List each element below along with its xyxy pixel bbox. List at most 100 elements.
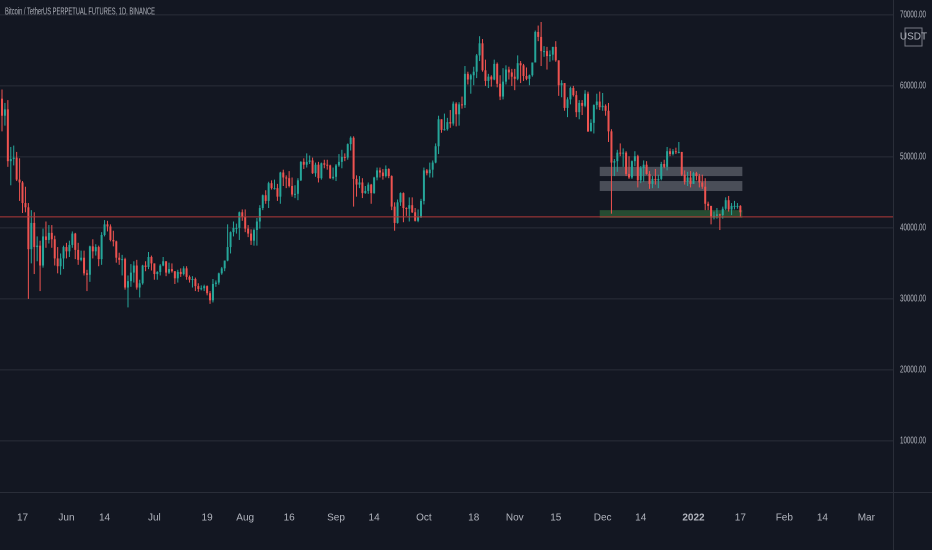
candle-body (496, 63, 499, 84)
candle-body (255, 221, 258, 231)
x-tick-label: 14 (99, 513, 111, 524)
candle-body (250, 233, 253, 241)
x-tick-label: 18 (468, 513, 480, 524)
candle-body (724, 200, 727, 209)
candle-body (431, 162, 434, 170)
candle-body (135, 265, 138, 288)
candle-body (461, 104, 464, 106)
candle-body (443, 129, 446, 131)
candle-body (156, 271, 159, 275)
candle-body (238, 212, 241, 228)
candle-body (294, 193, 296, 195)
candle-body (118, 257, 121, 260)
candle-body (343, 156, 346, 158)
candle-body (557, 60, 560, 86)
candle-body (598, 101, 601, 108)
candle-body (270, 183, 273, 189)
candle-body (387, 168, 390, 177)
candle-body (30, 222, 33, 250)
candle-body (39, 245, 42, 266)
candle-body (657, 178, 660, 181)
candle-body (548, 54, 551, 57)
candle-body (361, 182, 364, 194)
candle-body (604, 105, 607, 111)
candle-body (692, 173, 695, 184)
candle-body (390, 176, 393, 207)
candle-body (434, 146, 437, 163)
candle-body (578, 102, 581, 113)
candle-body (314, 164, 317, 174)
candle-body (458, 104, 461, 115)
candle-body (144, 265, 147, 267)
price-zone (599, 166, 743, 177)
candle-body (56, 258, 59, 267)
candle-body (42, 236, 45, 266)
candle-body (428, 169, 431, 174)
candle-body (531, 62, 534, 76)
candle-body (422, 170, 425, 201)
candle-body (405, 208, 408, 210)
candle-body (1, 98, 3, 116)
candle-body (346, 144, 349, 158)
x-tick-label: Jun (58, 513, 74, 524)
candle-body (613, 161, 616, 163)
candle-body (235, 227, 238, 229)
price-zone (599, 210, 743, 218)
candle-body (15, 157, 18, 180)
candle-body (396, 202, 399, 223)
x-tick-label: Feb (776, 513, 794, 524)
candle-body (291, 186, 294, 195)
candle-body (601, 105, 604, 108)
x-tick-label: Aug (236, 513, 254, 524)
candle-body (507, 69, 510, 73)
candle-body (296, 180, 299, 194)
candle-body (587, 93, 589, 132)
candle-body (12, 157, 15, 160)
candle-body (317, 164, 320, 179)
candle-body (326, 164, 329, 166)
candle-body (540, 36, 543, 52)
candle-body (680, 151, 683, 175)
candle-body (455, 103, 458, 115)
candle-body (211, 283, 214, 301)
candle-body (622, 152, 625, 154)
y-tick-label: 70000.00 (900, 10, 926, 21)
candle-body (689, 177, 692, 184)
candles (1, 22, 742, 308)
candle-body (258, 208, 261, 222)
candle-body (83, 257, 86, 274)
x-tick-label: Sep (327, 513, 345, 524)
candle-body (654, 178, 657, 181)
candle-body (176, 271, 179, 279)
candle-body (566, 99, 569, 108)
candle-body (727, 200, 730, 210)
candle-body (619, 152, 622, 154)
candle-body (276, 188, 279, 197)
candle-body (33, 222, 36, 248)
candle-body (299, 161, 302, 181)
candle-body (323, 163, 326, 165)
candle-body (592, 105, 595, 123)
candle-body (106, 224, 109, 227)
candle-body (179, 271, 182, 275)
candle-body (730, 205, 733, 210)
candle-body (241, 212, 244, 217)
candle-body (525, 75, 528, 79)
x-tick-label: 14 (817, 513, 829, 524)
candle-body (674, 151, 677, 153)
candle-body (660, 164, 663, 179)
candle-body (569, 88, 572, 100)
grid-layer (0, 14, 893, 442)
candle-body (516, 63, 519, 79)
x-tick-label: 15 (550, 513, 562, 524)
candle-body (364, 190, 367, 194)
candle-body (469, 75, 472, 80)
candle-body (109, 226, 112, 240)
candle-body (97, 247, 100, 260)
candle-body (129, 272, 132, 282)
x-tick-label: Jul (148, 513, 161, 524)
candle-body (71, 233, 74, 245)
candle-body (21, 182, 24, 204)
candle-body (399, 193, 402, 203)
candle-body (311, 160, 314, 174)
